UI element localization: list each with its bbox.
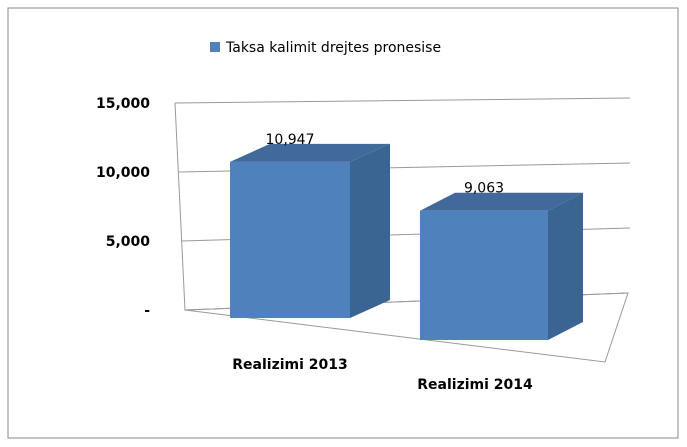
y-tick-label: - <box>144 303 150 319</box>
y-tick-label: 5,000 <box>106 234 151 250</box>
bar-side <box>548 192 583 340</box>
bar-side <box>350 143 390 318</box>
y-tick-label: 15,000 <box>96 96 150 112</box>
x-tick-label: Realizimi 2014 <box>417 377 533 393</box>
floor <box>184 292 629 363</box>
y-tick-label: 10,000 <box>96 165 150 181</box>
bar <box>230 161 350 318</box>
value-label: 9,063 <box>464 181 504 197</box>
legend-label: Taksa kalimit drejtes pronesise <box>225 40 441 56</box>
value-label: 10,947 <box>266 132 315 148</box>
legend-swatch <box>210 42 220 52</box>
grid-line <box>174 97 631 104</box>
bar-top <box>420 192 583 211</box>
bar-top <box>230 143 390 162</box>
x-tick-label: Realizimi 2013 <box>232 357 348 373</box>
bar <box>420 210 548 340</box>
